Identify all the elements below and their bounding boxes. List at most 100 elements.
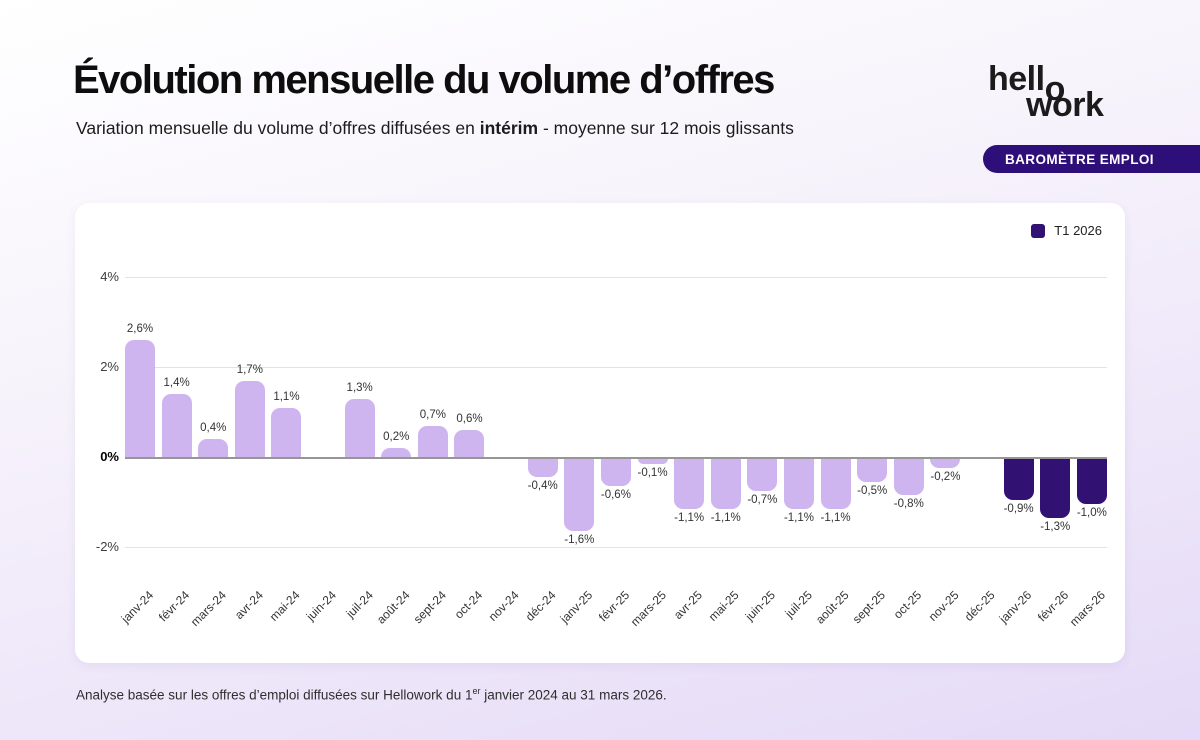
- x-axis-label-mars-24: mars-24: [188, 588, 230, 630]
- chart-legend: T1 2026: [1031, 223, 1102, 238]
- bar-oct-24[interactable]: [454, 430, 485, 457]
- bar-slot-mars-26: -1,0% mars-26: [1067, 203, 1108, 663]
- bar-slot-juin-25: -0,7% juin-25: [743, 203, 778, 663]
- x-axis-label-août-25: août-25: [812, 588, 852, 627]
- bar-mars-26[interactable]: [1076, 459, 1107, 504]
- bar-slot-janv-24: 2,6% janv-24: [118, 203, 156, 663]
- bar-slot-juil-24: 1,3% juil-24: [343, 203, 376, 663]
- bar-value-label-oct-24: 0,6%: [456, 413, 483, 425]
- bar-value-label-mars-26: -1,0%: [1076, 507, 1107, 519]
- bar-slot-déc-25: déc-25: [962, 203, 998, 663]
- bar-slot-mars-24: 0,4% mars-24: [188, 203, 229, 663]
- bar-juil-24[interactable]: [344, 398, 375, 457]
- bar-avr-25[interactable]: [674, 459, 705, 509]
- bar-value-label-janv-24: 2,6%: [126, 323, 154, 335]
- bar-mai-25[interactable]: [710, 459, 741, 509]
- bar-slot-févr-24: 1,4% févr-24: [156, 203, 192, 663]
- x-axis-label-avr-24: avr-24: [231, 588, 266, 622]
- bar-slot-janv-25: -1,6% janv-25: [557, 203, 595, 663]
- bar-value-label-avr-25: -1,1%: [674, 511, 705, 524]
- x-axis-label-juin-24: juin-24: [303, 588, 339, 624]
- bar-slot-mars-25: -0,1% mars-25: [627, 203, 668, 663]
- gridline--2%: [125, 547, 1107, 548]
- footer-note: Analyse basée sur les offres d’emploi di…: [76, 686, 667, 703]
- bar-value-label-déc-24: -0,4%: [527, 480, 558, 492]
- bar-sept-24[interactable]: [417, 425, 448, 457]
- bar-value-label-août-24: 0,2%: [383, 431, 410, 443]
- logo-o-glyph: o: [1044, 70, 1066, 108]
- y-axis-tick-2%: 2%: [100, 359, 119, 374]
- bar-slot-juin-24: juin-24: [304, 203, 339, 663]
- bar-value-label-févr-25: -0,6%: [600, 489, 631, 501]
- chart-card: T1 2026 4% 2% 0% -2% 2,6% janv-24 1,4% févr-24…: [75, 203, 1125, 663]
- bars: 2,6% janv-24 1,4% févr-24 0,4% mars-24 1,7% avr…: [118, 203, 1108, 663]
- bar-value-label-oct-25: -0,8%: [893, 498, 924, 510]
- bar-févr-24[interactable]: [161, 394, 192, 457]
- bar-févr-25[interactable]: [600, 459, 631, 486]
- subtitle-suffix: - moyenne sur 12 mois glissants: [538, 118, 794, 138]
- bar-août-24[interactable]: [381, 448, 412, 457]
- footer-prefix: Analyse basée sur les offres d’emploi di…: [76, 687, 473, 703]
- bar-slot-août-24: 0,2% août-24: [373, 203, 412, 663]
- bar-value-label-janv-26: -0,9%: [1003, 502, 1034, 515]
- bar-slot-déc-24: -0,4% déc-24: [523, 203, 559, 663]
- bar-oct-25[interactable]: [893, 459, 924, 495]
- x-axis-label-mai-25: mai-25: [705, 588, 742, 624]
- x-axis-label-janv-24: janv-24: [118, 588, 156, 626]
- bar-value-label-sept-24: 0,7%: [419, 408, 446, 421]
- y-axis-tick-4%: 4%: [100, 269, 119, 284]
- page-title: Évolution mensuelle du volume d’offres: [73, 58, 775, 102]
- bar-slot-avr-24: 1,7% avr-24: [231, 203, 266, 663]
- bar-janv-25[interactable]: [564, 459, 595, 531]
- x-axis-label-déc-25: déc-25: [962, 588, 998, 624]
- bar-value-label-juin-25: -0,7%: [747, 493, 778, 506]
- x-axis-label-déc-24: déc-24: [522, 588, 559, 624]
- bar-déc-24[interactable]: [527, 459, 558, 477]
- x-axis-label-mars-25: mars-25: [627, 588, 669, 630]
- bar-mars-24[interactable]: [198, 439, 229, 457]
- x-axis-label-janv-26: janv-26: [996, 588, 1035, 626]
- x-axis-label-avr-25: avr-25: [671, 588, 706, 622]
- bar-slot-mai-25: -1,1% mai-25: [706, 203, 742, 663]
- bar-slot-sept-24: 0,7% sept-24: [411, 203, 449, 663]
- bar-slot-févr-25: -0,6% févr-25: [596, 203, 632, 663]
- bar-value-label-mars-25: -0,1%: [637, 466, 668, 479]
- x-axis-label-oct-24: oct-24: [451, 588, 486, 622]
- barometre-emploi-badge: BAROMÈTRE EMPLOI: [983, 145, 1200, 173]
- x-axis-label-sept-24: sept-24: [410, 588, 449, 627]
- logo-line2: work: [1026, 85, 1104, 124]
- bar-value-label-sept-25: -0,5%: [857, 484, 888, 497]
- bar-value-label-janv-25: -1,6%: [564, 534, 595, 546]
- bar-slot-janv-26: -0,9% janv-26: [997, 203, 1035, 663]
- bar-value-label-nov-25: -0,2%: [930, 471, 961, 483]
- gridline-4%: [125, 277, 1107, 278]
- x-axis-label-nov-25: nov-25: [925, 588, 962, 624]
- bar-janv-26[interactable]: [1003, 459, 1034, 500]
- hellowork-logo: hello work: [988, 62, 1104, 124]
- bar-chart-plot: 4% 2% 0% -2% 2,6% janv-24 1,4% févr-24 0,4% mars…: [75, 203, 1125, 663]
- bar-janv-24[interactable]: [125, 340, 155, 457]
- bar-slot-sept-25: -0,5% sept-25: [850, 203, 888, 663]
- bar-slot-nov-24: nov-24: [486, 203, 522, 663]
- bar-mai-24[interactable]: [271, 407, 302, 457]
- x-axis-label-janv-25: janv-25: [557, 588, 596, 626]
- bar-juin-25[interactable]: [747, 459, 778, 491]
- bar-juil-25[interactable]: [783, 459, 814, 509]
- x-axis-label-oct-25: oct-25: [891, 588, 925, 622]
- bar-value-label-févr-26: -1,3%: [1040, 520, 1071, 533]
- bar-slot-août-25: -1,1% août-25: [813, 203, 851, 663]
- bar-avr-24[interactable]: [234, 380, 265, 457]
- bar-févr-26[interactable]: [1040, 459, 1071, 518]
- bar-nov-25[interactable]: [930, 459, 961, 468]
- x-axis-label-févr-25: févr-25: [595, 588, 632, 625]
- bar-value-label-mai-25: -1,1%: [710, 511, 741, 524]
- bar-slot-févr-26: -1,3% févr-26: [1035, 203, 1071, 663]
- bar-mars-25[interactable]: [637, 459, 668, 464]
- bar-value-label-juil-24: 1,3%: [346, 381, 373, 394]
- bar-slot-oct-25: -0,8% oct-25: [891, 203, 925, 663]
- bar-août-25[interactable]: [820, 459, 851, 509]
- x-axis-label-juil-24: juil-24: [343, 588, 376, 621]
- bar-sept-25[interactable]: [857, 459, 888, 482]
- x-axis-label-mai-24: mai-24: [266, 588, 303, 624]
- subtitle-bold-term: intérim: [479, 118, 539, 138]
